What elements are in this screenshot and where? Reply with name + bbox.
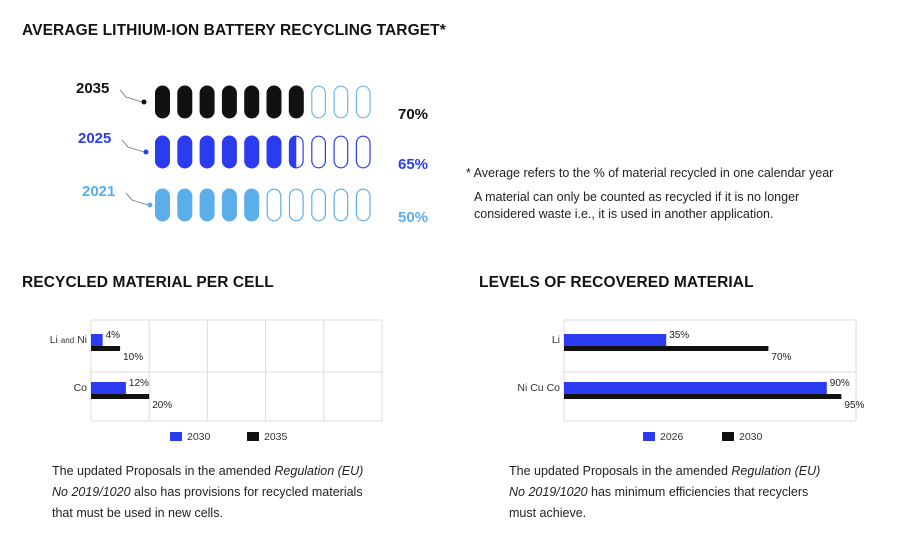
connector-line [119,89,143,103]
battery-cell [311,135,326,169]
battery-cell [288,188,304,222]
legend-label: 2030 [739,431,763,443]
target-percent-label: 70% [398,106,428,123]
battery-cell [177,135,193,169]
bar-2035-li-and-ni [91,346,121,351]
recovered-material-chart: Li 35% 70% Ni Cu Co 90% 95% 2026 2030 [517,319,865,443]
battery-cell [221,135,237,169]
battery-cell [221,188,237,222]
chart-legend: 2030 2035 [170,431,288,443]
battery-cell [311,85,326,119]
battery-cell [333,85,349,119]
chart-grid [563,319,857,422]
bar-2035-co [91,394,150,399]
chart-legend: 2026 2030 [643,431,763,443]
note-line-1: * Average refers to the % of material re… [466,166,834,180]
category-label: Co [74,382,88,394]
connector-line [125,192,149,206]
target-year-label: 2025 [78,130,111,147]
battery-cell [311,188,326,222]
legend-swatch [643,432,655,441]
bar-2030-li [564,346,769,351]
target-year-label: 2021 [82,183,115,200]
target-year-label: 2035 [76,80,109,97]
battery-cell [155,85,170,119]
bar-value-label: 10% [123,352,143,363]
right-caption: The updated Proposals in the amended Reg… [509,464,821,520]
battery-cell [155,135,170,169]
category-label: Li and Ni [50,334,87,346]
bar-2026-ni-cu-co [564,382,827,394]
right-chart-title: LEVELS OF RECOVERED MATERIAL [479,274,754,291]
battery-cell [288,135,304,169]
bar-2030-li-and-ni [91,334,103,346]
battery-cell [266,85,282,119]
connector-dot [147,202,153,208]
battery-cell [355,85,371,119]
target-percent-label: 50% [398,209,428,226]
legend-swatch [170,432,182,441]
battery-cell [199,85,215,119]
category-label: Li [552,334,560,346]
battery-cell [221,85,237,119]
bar-value-label: 70% [771,352,791,363]
battery-cell [355,188,371,222]
bar-2030-co [91,382,126,394]
battery-cell [333,188,349,222]
connector-line [121,139,145,153]
battery-cell [177,85,193,119]
connector-dot [143,149,149,155]
chart-grid [90,319,383,422]
battery-cell [288,85,304,119]
battery-cell [244,85,260,119]
target-percent-label: 65% [398,156,428,173]
legend-label: 2035 [264,431,288,443]
note-line-3: considered waste i.e., it is used in ano… [474,207,774,221]
battery-cell [244,188,260,222]
battery-cell [244,135,260,169]
note-line-2: A material can only be counted as recycl… [474,190,800,204]
connector-dot [141,99,147,105]
bar-value-label: 35% [669,330,689,341]
battery-cell [333,135,349,169]
bar-value-label: 95% [844,400,864,411]
battery-cell [355,135,371,169]
battery-row-2035: 2035 70% [76,80,428,123]
bar-value-label: 20% [152,400,172,411]
left-caption: The updated Proposals in the amended Reg… [52,464,364,520]
battery-cell [199,135,215,169]
battery-cell [199,188,215,222]
bar-value-label: 12% [129,378,149,389]
bar-value-label: 4% [106,330,121,341]
legend-label: 2026 [660,431,684,443]
battery-row-2021: 2021 50% [82,183,428,226]
legend-label: 2030 [187,431,211,443]
bar-2026-li [564,334,667,346]
battery-cell [266,135,282,169]
bar-2030-ni-cu-co [564,394,842,399]
legend-swatch [722,432,734,441]
battery-target-graphic: 2035 70% 2025 65% 2021 50% [76,80,428,226]
category-label: Ni Cu Co [517,382,560,394]
recycled-material-chart: Li and Ni 4%10% Co 12%20% 2030 2035 [50,319,383,443]
battery-row-2025: 2025 65% [78,130,428,173]
legend-swatch [247,432,259,441]
battery-cell [155,188,170,222]
left-chart-title: RECYCLED MATERIAL PER CELL [22,274,274,291]
battery-cell [177,188,193,222]
battery-cell [266,188,282,222]
bar-value-label: 90% [830,378,850,389]
main-title: AVERAGE LITHIUM-ION BATTERY RECYCLING TA… [22,22,446,39]
